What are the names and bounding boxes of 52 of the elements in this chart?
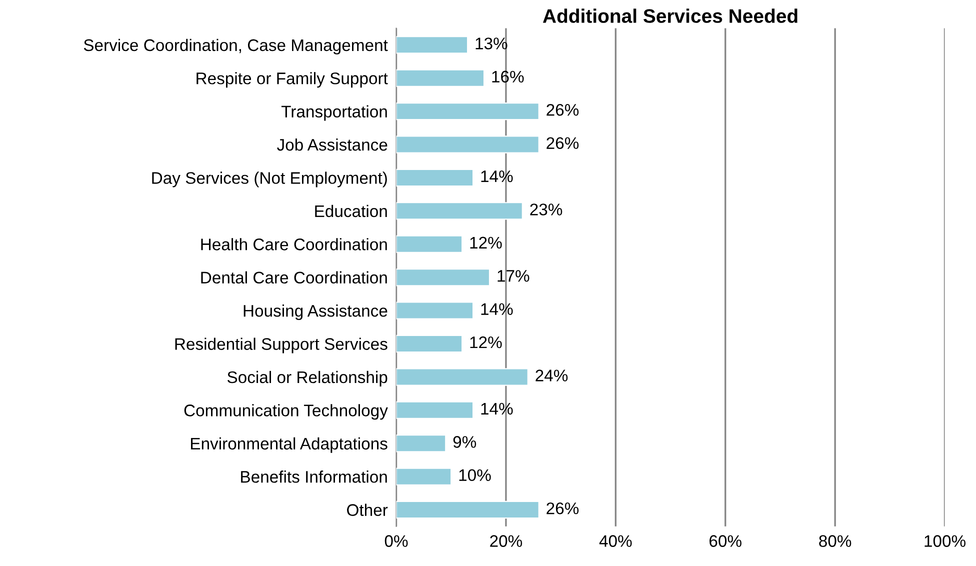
data-label: 17% [498, 270, 530, 282]
data-label: 26% [546, 502, 579, 514]
chart-title: Additional Services Needed [542, 8, 798, 23]
y-tick-label: Transportation [281, 105, 387, 121]
y-tick-label: Job Assistance [277, 138, 388, 151]
y-tick-label: Communication Technology [184, 404, 388, 420]
bar [396, 468, 452, 486]
x-tick-label: 80% [819, 535, 852, 547]
data-label: 14% [481, 402, 513, 415]
x-tick-label: 100% [924, 535, 966, 547]
bar [396, 235, 463, 253]
data-label: 26% [546, 137, 579, 149]
bar [396, 36, 468, 54]
y-tick-label: Housing Assistance [244, 304, 388, 320]
bar [396, 401, 474, 420]
bar [396, 168, 474, 187]
data-label: 26% [546, 104, 579, 116]
data-label: 24% [536, 370, 568, 382]
x-tick-label: 20% [490, 535, 522, 547]
data-label: 9% [453, 436, 476, 448]
data-label: 23% [530, 204, 562, 216]
bar [396, 368, 528, 386]
y-tick-label: Education [315, 204, 387, 218]
y-tick-label: Residential Support Services [175, 338, 388, 354]
bar [396, 102, 540, 120]
x-tick-label: 40% [599, 535, 632, 547]
bar [396, 434, 446, 452]
bar [396, 334, 463, 353]
y-tick-label: Service Coordination, Case Management [84, 38, 388, 54]
x-tick-label: 60% [710, 535, 742, 547]
bar [396, 202, 523, 220]
bar [396, 136, 540, 154]
data-label: 13% [476, 38, 508, 50]
y-tick-label: Respite or Family Support [196, 72, 388, 88]
y-tick-label: Other [347, 504, 388, 516]
y-tick-label: Benefits Information [241, 470, 387, 483]
y-tick-label: Day Services (Not Employment) [152, 172, 387, 188]
bar [396, 302, 474, 320]
data-label: 12% [470, 336, 502, 348]
y-tick-label: Health Care Coordination [201, 238, 387, 250]
x-tick-label: 0% [384, 535, 408, 547]
data-label: 10% [459, 469, 491, 482]
y-tick-label: Environmental Adaptations [191, 437, 388, 453]
y-tick-label: Social or Relationship [227, 370, 388, 386]
bar [396, 268, 490, 286]
data-label: 14% [481, 170, 513, 182]
bar [396, 500, 540, 519]
data-label: 16% [492, 70, 524, 83]
data-label: 12% [470, 236, 502, 249]
y-tick-label: Dental Care Coordination [201, 271, 387, 284]
data-label: 14% [481, 303, 513, 315]
bar [396, 69, 485, 87]
